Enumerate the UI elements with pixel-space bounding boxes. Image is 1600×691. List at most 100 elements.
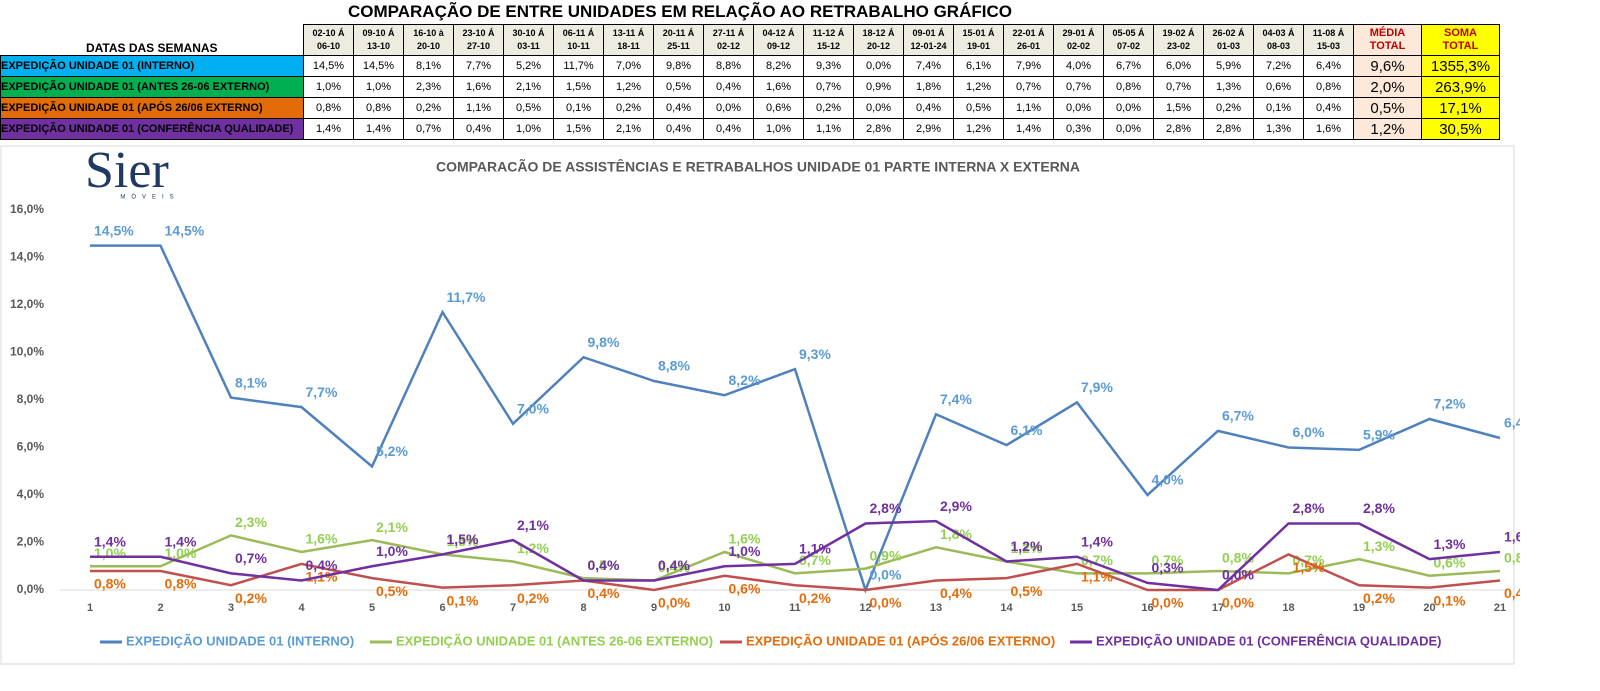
data-label: 0,5% xyxy=(1011,583,1043,599)
cell: 4,0% xyxy=(1053,55,1104,77)
legend-label: EXPEDIÇÃO UNIDADE 01 (ANTES 26-06 EXTERN… xyxy=(396,633,713,648)
line: 11-08 Á xyxy=(1312,28,1345,38)
data-label: 0,2% xyxy=(799,590,831,606)
y-tick-label: 0,0% xyxy=(17,582,45,596)
line: 18-11 xyxy=(617,41,640,51)
cell: 14,5% xyxy=(303,55,354,77)
line: 19-02 Á xyxy=(1162,28,1195,38)
cell: 0,8% xyxy=(1303,76,1354,98)
soma-cell: 30,5% xyxy=(1421,118,1500,140)
cell: 0,4% xyxy=(903,97,954,119)
cell: 1,5% xyxy=(553,76,604,98)
data-label: 0,6% xyxy=(729,580,761,596)
data-label: 8,2% xyxy=(729,372,761,388)
cell: 1,5% xyxy=(1153,97,1204,119)
data-label: 2,8% xyxy=(1293,500,1325,516)
line: 06-11 Á xyxy=(562,28,595,38)
cell: 0,4% xyxy=(1303,97,1354,119)
data-label: 1,0% xyxy=(729,543,761,559)
x-tick-label: 15 xyxy=(1071,602,1083,614)
data-label: 1,4% xyxy=(165,533,197,549)
row-label: EXPEDIÇÃO UNIDADE 01 (ANTES 26-06 EXTERN… xyxy=(0,76,304,98)
week-header: 05-05 Á 07-02 xyxy=(1103,24,1154,56)
line: 27-11 Á xyxy=(712,28,745,38)
cell: 0,9% xyxy=(853,76,904,98)
x-tick-label: 10 xyxy=(718,602,730,614)
line: 07-02 xyxy=(1116,41,1141,51)
data-label: 0,8% xyxy=(1504,550,1520,566)
line: 26-01 xyxy=(1016,41,1041,51)
cell: 1,1% xyxy=(453,97,504,119)
data-label: 1,1% xyxy=(799,541,831,557)
line: 09-01 Á xyxy=(912,28,945,38)
data-label: 0,5% xyxy=(376,583,408,599)
data-label: 6,4% xyxy=(1504,415,1520,431)
data-label: 5,9% xyxy=(1363,427,1395,443)
media-cell: 1,2% xyxy=(1353,118,1422,140)
logo-sub: MÓVEIS xyxy=(120,194,179,201)
cell: 0,1% xyxy=(553,97,604,119)
data-label: 0,4% xyxy=(658,557,690,573)
cell: 0,7% xyxy=(403,118,454,140)
cell: 9,3% xyxy=(803,55,854,77)
data-label: 1,1% xyxy=(1081,569,1113,585)
data-label: 0,0% xyxy=(658,595,690,611)
data-label: 0,0% xyxy=(870,567,902,583)
week-header: 30-10 Á 03-11 xyxy=(503,24,554,56)
cell: 5,9% xyxy=(1203,55,1254,77)
cell: 1,0% xyxy=(353,76,404,98)
cell: 7,7% xyxy=(453,55,504,77)
x-tick-label: 8 xyxy=(580,602,586,614)
x-tick-label: 5 xyxy=(369,602,375,614)
week-header: 04-12 Á 09-12 xyxy=(753,24,804,56)
line: 06-10 xyxy=(316,41,341,51)
series-line xyxy=(90,534,1501,582)
cell: 0,4% xyxy=(453,118,504,140)
cell: 1,1% xyxy=(1003,97,1054,119)
data-label: 8,1% xyxy=(235,374,267,390)
cell: 1,5% xyxy=(553,118,604,140)
line: 18-12 Á xyxy=(862,28,895,38)
cell: 1,0% xyxy=(303,76,354,98)
line: 02-12 xyxy=(716,41,741,51)
line: 15-12 xyxy=(816,41,841,51)
data-label: 5,2% xyxy=(376,443,408,459)
x-tick-label: 21 xyxy=(1494,602,1506,614)
cell: 5,2% xyxy=(503,55,554,77)
cell: 2,1% xyxy=(503,76,554,98)
data-label: 0,0% xyxy=(1222,567,1254,583)
chart-title: COMPARACÃO DE ASSISTÊNCIAS E RETRABALHOS… xyxy=(436,158,1080,175)
media-cell: 0,5% xyxy=(1353,97,1422,119)
header-row: DATAS DAS SEMANAS 02-10 Á 06-10 09-10 Á 13-1… xyxy=(1,24,1500,56)
week-header: 18-12 Á 20-12 xyxy=(853,24,904,56)
cell: 8,8% xyxy=(703,55,754,77)
cell: 6,1% xyxy=(953,55,1004,77)
cell: 0,4% xyxy=(703,118,754,140)
line: 23-02 xyxy=(1166,41,1191,51)
data-label: 0,7% xyxy=(235,550,267,566)
cell: 7,2% xyxy=(1253,55,1304,77)
line: 20-10 xyxy=(416,41,441,51)
cell: 0,8% xyxy=(303,97,354,119)
cell: 0,0% xyxy=(853,55,904,77)
cell: 0,2% xyxy=(803,97,854,119)
data-label: 2,1% xyxy=(376,519,408,535)
soma-cell: 1355,3% xyxy=(1421,55,1500,77)
data-label: 0,5% xyxy=(588,557,620,573)
cell: 2,1% xyxy=(603,118,654,140)
data-label: 6,0% xyxy=(1293,424,1325,440)
line: 02-02 xyxy=(1066,41,1091,51)
cell: 6,7% xyxy=(1103,55,1154,77)
cell: 0,8% xyxy=(1103,76,1154,98)
data-label: 1,4% xyxy=(94,533,126,549)
chart: Sier MÓVEIS COMPARACÃO DE ASSISTÊNCIAS E… xyxy=(0,145,1520,665)
cell: 8,1% xyxy=(403,55,454,77)
cell: 0,4% xyxy=(653,97,704,119)
line: 20-12 xyxy=(866,41,891,51)
x-tick-label: 9 xyxy=(651,602,657,614)
week-header: 19-02 Á 23-02 xyxy=(1153,24,1204,56)
data-label: 0,2% xyxy=(1363,590,1395,606)
cell: 0,5% xyxy=(653,76,704,98)
data-label: 6,1% xyxy=(1011,422,1043,438)
data-label: 1,3% xyxy=(1434,536,1466,552)
